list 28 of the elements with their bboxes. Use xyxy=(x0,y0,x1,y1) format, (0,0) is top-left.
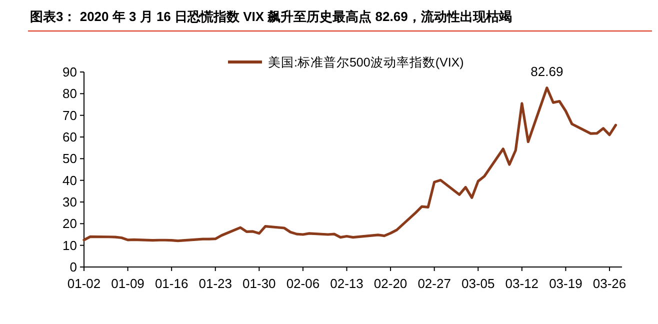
x-tick-label: 02-27 xyxy=(418,276,451,291)
x-tick-label: 03-12 xyxy=(505,276,539,291)
annotation: 82.69 xyxy=(530,64,564,79)
x-tick-label: 03-05 xyxy=(461,276,495,291)
y-tick-label: 60 xyxy=(62,130,77,144)
x-tick-label: 03-26 xyxy=(592,276,626,291)
legend: 美国:标准普尔500波动率指数(VIX) xyxy=(228,56,464,70)
y-tick-label: 40 xyxy=(62,172,77,188)
y-tick-label: 90 xyxy=(62,64,77,80)
y-tick-label: 0 xyxy=(70,260,77,274)
y-tick-label: 20 xyxy=(62,216,77,232)
x-tick-label: 01-30 xyxy=(242,276,276,291)
x-tick-label: 02-06 xyxy=(286,276,320,291)
x-tick-label: 01-09 xyxy=(111,276,144,291)
legend-label: 美国:标准普尔500波动率指数(VIX) xyxy=(268,54,464,70)
y-tick-label: 10 xyxy=(62,238,77,253)
y-tick-label: 80 xyxy=(62,86,77,102)
x-tick-label: 02-20 xyxy=(374,276,408,291)
x-tick-label: 01-02 xyxy=(67,276,101,291)
y-tick-label: 70 xyxy=(62,108,77,123)
x-tick-label: 02-13 xyxy=(330,276,364,291)
y-tick-label: 30 xyxy=(62,194,77,210)
chart-title: 图表3： 2020 年 3 月 16 日恐慌指数 VIX 飙升至历史最高点 82.69，流动性出现枯竭 xyxy=(30,9,512,24)
y-tick-label: 50 xyxy=(62,151,77,166)
x-tick-label: 03-19 xyxy=(549,276,582,291)
line-series xyxy=(82,86,618,242)
x-tick-label: 01-16 xyxy=(154,276,188,291)
x-tick-label: 01-23 xyxy=(198,276,232,291)
